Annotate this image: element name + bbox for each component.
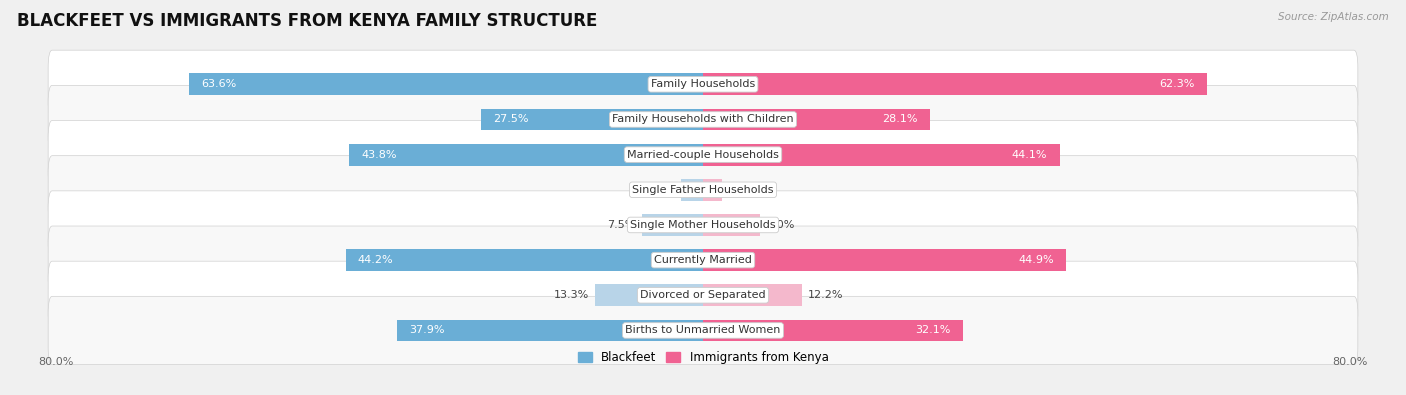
Bar: [703, 249, 1066, 271]
Bar: [396, 320, 703, 341]
Text: Family Households with Children: Family Households with Children: [612, 115, 794, 124]
Text: Divorced or Separated: Divorced or Separated: [640, 290, 766, 300]
Bar: [481, 109, 703, 130]
Text: 7.5%: 7.5%: [607, 220, 636, 230]
FancyBboxPatch shape: [48, 226, 1358, 294]
Text: Source: ZipAtlas.com: Source: ZipAtlas.com: [1278, 12, 1389, 22]
Text: 7.0%: 7.0%: [766, 220, 794, 230]
Bar: [596, 284, 703, 306]
FancyBboxPatch shape: [48, 191, 1358, 259]
Legend: Blackfeet, Immigrants from Kenya: Blackfeet, Immigrants from Kenya: [572, 346, 834, 369]
Text: 28.1%: 28.1%: [883, 115, 918, 124]
Bar: [346, 249, 703, 271]
FancyBboxPatch shape: [48, 261, 1358, 329]
Bar: [349, 144, 703, 166]
Text: Single Father Households: Single Father Households: [633, 185, 773, 195]
Text: 37.9%: 37.9%: [409, 325, 444, 335]
Text: 62.3%: 62.3%: [1159, 79, 1195, 89]
Text: 44.2%: 44.2%: [357, 255, 394, 265]
Bar: [703, 284, 801, 306]
Bar: [188, 73, 703, 95]
Bar: [703, 320, 963, 341]
Text: 27.5%: 27.5%: [494, 115, 529, 124]
FancyBboxPatch shape: [48, 120, 1358, 189]
Text: 44.1%: 44.1%: [1012, 150, 1047, 160]
Text: 44.9%: 44.9%: [1018, 255, 1054, 265]
Text: 2.4%: 2.4%: [728, 185, 758, 195]
Bar: [643, 214, 703, 236]
FancyBboxPatch shape: [48, 156, 1358, 224]
Text: 32.1%: 32.1%: [915, 325, 950, 335]
Text: 13.3%: 13.3%: [554, 290, 589, 300]
Text: Family Households: Family Households: [651, 79, 755, 89]
Bar: [703, 179, 723, 201]
FancyBboxPatch shape: [48, 85, 1358, 154]
Text: Single Mother Households: Single Mother Households: [630, 220, 776, 230]
Bar: [703, 214, 759, 236]
Text: Births to Unmarried Women: Births to Unmarried Women: [626, 325, 780, 335]
Bar: [681, 179, 703, 201]
Text: 2.7%: 2.7%: [647, 185, 675, 195]
FancyBboxPatch shape: [48, 296, 1358, 365]
FancyBboxPatch shape: [48, 50, 1358, 118]
Text: Married-couple Households: Married-couple Households: [627, 150, 779, 160]
Text: 63.6%: 63.6%: [201, 79, 236, 89]
Bar: [703, 109, 931, 130]
Bar: [703, 73, 1206, 95]
Text: 43.8%: 43.8%: [361, 150, 396, 160]
Text: Currently Married: Currently Married: [654, 255, 752, 265]
Text: BLACKFEET VS IMMIGRANTS FROM KENYA FAMILY STRUCTURE: BLACKFEET VS IMMIGRANTS FROM KENYA FAMIL…: [17, 12, 598, 30]
Bar: [703, 144, 1060, 166]
Text: 12.2%: 12.2%: [808, 290, 844, 300]
